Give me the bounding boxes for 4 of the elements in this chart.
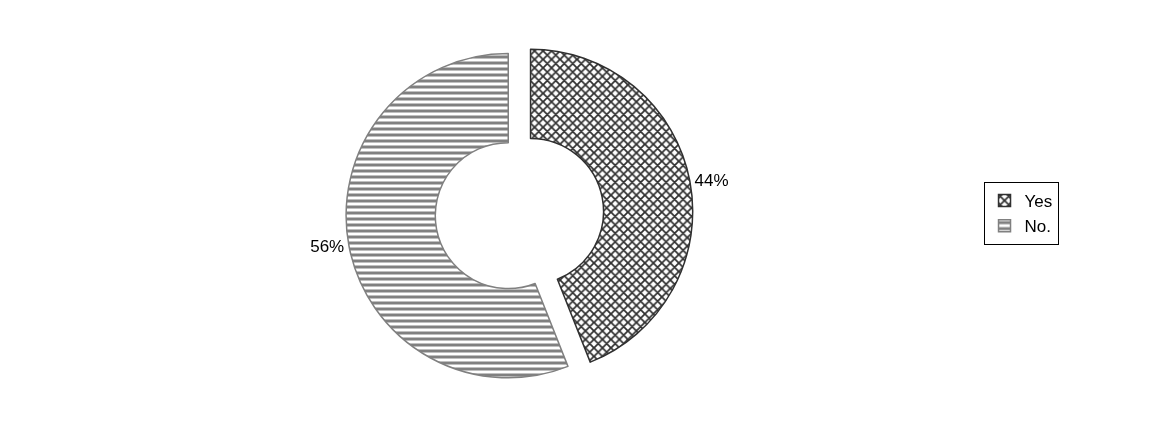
legend-label: No. (1024, 217, 1051, 237)
data-label: 56% (310, 236, 345, 256)
data-label: 44% (694, 171, 729, 191)
legend-label: Yes (1024, 192, 1053, 212)
